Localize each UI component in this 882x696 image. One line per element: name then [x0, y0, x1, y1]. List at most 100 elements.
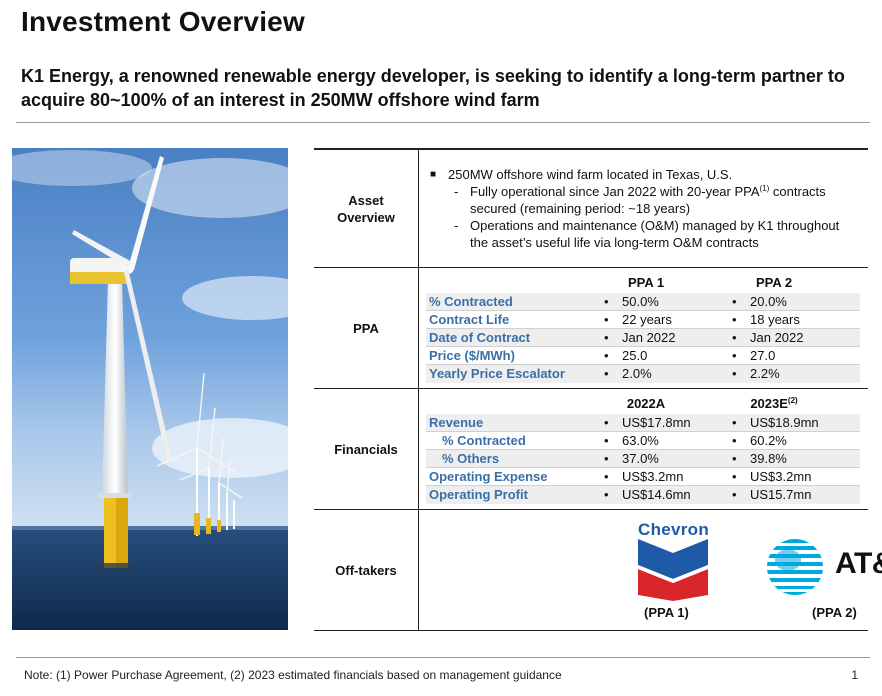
ppa-data-row: % Contracted • 50.0% • 20.0%	[426, 293, 860, 311]
fin-data-row: Operating Profit • US$14.6mn • US15.7mn	[426, 486, 860, 504]
offtakers-row: Off-takers Chevron (PPA 1)	[314, 510, 882, 631]
fin-data-row: % Others • 37.0% • 39.8%	[426, 450, 860, 468]
row-value: US15.7mn	[750, 487, 812, 502]
row-separator	[426, 310, 860, 311]
bullet-icon: •	[732, 469, 737, 484]
row-value: 27.0	[750, 348, 776, 363]
row-value: 50.0%	[622, 294, 659, 309]
bullet-icon: •	[604, 451, 609, 466]
row-value: 18 years	[750, 312, 800, 327]
page-number: 1	[851, 668, 858, 682]
chevron-logo-icon	[638, 539, 708, 601]
ppa-data-row: Date of Contract • Jan 2022 • Jan 2022	[426, 329, 860, 347]
row-value: US$14.6mn	[622, 487, 691, 502]
ppa-row: PPA PPA 1 PPA 2 % Contracted • 50.0% • 20.…	[314, 268, 868, 389]
fin-col2-header: 2023E(2)	[724, 396, 824, 411]
bullet-icon: •	[732, 330, 737, 345]
asset-sub2-text: Operations and maintenance (O&M) managed…	[470, 218, 840, 233]
dash-icon: -	[454, 218, 459, 233]
row-key: Operating Expense	[429, 469, 548, 484]
row-key: % Contracted	[442, 433, 526, 448]
att-wordmark: AT&T	[835, 547, 882, 580]
row-separator	[426, 485, 860, 486]
chevron-wordmark: Chevron	[638, 520, 710, 539]
ppa-label: PPA	[353, 320, 379, 336]
asset-sub-bullet: - Operations and maintenance (O&M) manag…	[430, 217, 839, 251]
asset-bullets: ■ 250MW offshore wind farm located in Te…	[430, 166, 839, 251]
row-value: 39.8%	[750, 451, 787, 466]
ppa1-caption: (PPA 1)	[644, 605, 689, 620]
footer-divider	[16, 657, 870, 658]
row-separator	[426, 449, 860, 450]
wind-turbine-photo	[12, 148, 288, 630]
ppa-col1-header: PPA 1	[627, 275, 665, 290]
row-value: 2.2%	[750, 366, 780, 381]
footnote-ref: (2)	[787, 396, 798, 405]
bullet-icon: •	[732, 366, 737, 381]
ppa-data-row: Contract Life • 22 years • 18 years	[426, 311, 860, 329]
asset-bullet: ■ 250MW offshore wind farm located in Te…	[430, 166, 839, 183]
fin-col2-text: 2023E	[750, 396, 788, 411]
fin-data-row: % Contracted • 63.0% • 60.2%	[426, 432, 860, 450]
asset-bullet-text: 250MW offshore wind farm located in Texa…	[448, 167, 733, 182]
row-separator	[426, 328, 860, 329]
bullet-icon: •	[732, 294, 737, 309]
asset-overview-row: Asset Overview ■ 250MW offshore wind far…	[314, 148, 868, 268]
bullet-icon: •	[732, 312, 737, 327]
bullet-icon: •	[732, 415, 737, 430]
bullet-icon: •	[604, 348, 609, 363]
att-globe-icon	[766, 538, 824, 596]
row-separator	[426, 346, 860, 347]
fin-col1-header: 2022A	[626, 396, 666, 411]
row-value: Jan 2022	[750, 330, 804, 345]
row-separator	[426, 431, 860, 432]
row-value: 22 years	[622, 312, 672, 327]
column-divider	[418, 510, 419, 630]
row-key: Contract Life	[429, 312, 510, 327]
dash-icon: -	[454, 184, 459, 199]
bullet-icon: •	[604, 487, 609, 502]
row-separator	[426, 364, 860, 365]
financials-label: Financials	[334, 441, 398, 457]
row-key: Operating Profit	[429, 487, 528, 502]
investment-table: Asset Overview ■ 250MW offshore wind far…	[314, 148, 882, 631]
bullet-icon: •	[604, 469, 609, 484]
bullet-icon: •	[604, 433, 609, 448]
row-key: % Contracted	[429, 294, 513, 309]
square-bullet-icon: ■	[430, 169, 437, 180]
asset-label-line1: Asset	[348, 192, 384, 208]
row-value: US$3.2mn	[750, 469, 812, 484]
bullet-icon: •	[604, 366, 609, 381]
asset-sub1-text: Fully operational since Jan 2022 with 20…	[470, 184, 760, 199]
bullet-icon: •	[604, 330, 609, 345]
row-value: US$18.9mn	[750, 415, 819, 430]
row-value: 60.2%	[750, 433, 787, 448]
fin-data-row: Operating Expense • US$3.2mn • US$3.2mn	[426, 468, 860, 486]
column-divider	[418, 389, 419, 509]
footnote: Note: (1) Power Purchase Agreement, (2) …	[24, 668, 562, 682]
column-divider	[418, 268, 419, 388]
page-title: Investment Overview	[21, 6, 305, 37]
footnote-ref: (1)	[759, 184, 770, 193]
bullet-icon: •	[732, 348, 737, 363]
row-value: US$3.2mn	[622, 469, 684, 484]
ppa2-caption: (PPA 2)	[812, 605, 857, 620]
row-value: 2.0%	[622, 366, 652, 381]
page-subtitle: K1 Energy, a renowned renewable energy d…	[21, 66, 845, 110]
asset-label-line2: Overview	[337, 209, 395, 225]
bullet-icon: •	[604, 312, 609, 327]
row-value: 37.0%	[622, 451, 659, 466]
row-value: 25.0	[622, 348, 648, 363]
offtakers-label: Off-takers	[335, 562, 397, 578]
bullet-icon: •	[604, 294, 609, 309]
bullet-icon: •	[732, 451, 737, 466]
column-divider	[418, 150, 419, 267]
row-value: 20.0%	[750, 294, 787, 309]
row-key: Price ($/MWh)	[429, 348, 515, 363]
bullet-icon: •	[604, 415, 609, 430]
financials-row: Financials 2022A 2023E(2) Revenue • US$17…	[314, 389, 868, 510]
row-key: Revenue	[429, 415, 484, 430]
bullet-icon: •	[732, 433, 737, 448]
ppa-data-row: Price ($/MWh) • 25.0 • 27.0	[426, 347, 860, 365]
row-key: Yearly Price Escalator	[429, 366, 565, 381]
